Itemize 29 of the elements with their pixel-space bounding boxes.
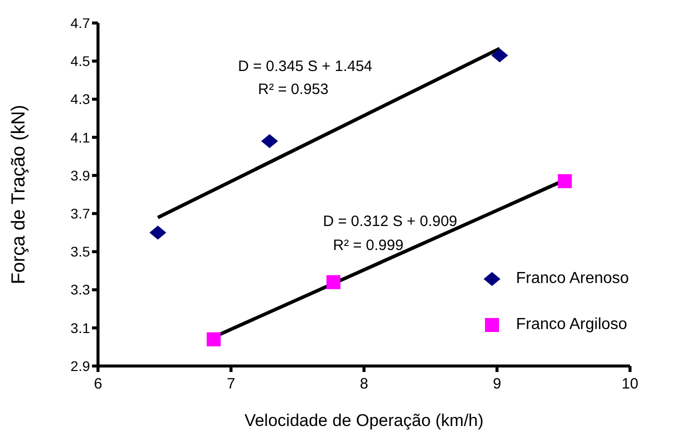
- point: [491, 48, 508, 62]
- y-tick-label: 3.9: [70, 167, 90, 184]
- y-tick-label: 3.3: [70, 282, 90, 298]
- x-tick-label: 9: [492, 376, 502, 393]
- annotation: D = 0.312 S + 0.909: [323, 213, 458, 230]
- y-tick-label: 3.7: [70, 206, 90, 222]
- legend-label: Franco Arenoso: [516, 270, 629, 288]
- point: [206, 332, 221, 346]
- annotation: D = 0.345 S + 1.454: [238, 58, 372, 75]
- legend-label: Franco Argiloso: [516, 316, 628, 334]
- x-axis-title: Velocidade de Operação (km/h): [244, 411, 484, 430]
- y-tick-label: 4.1: [70, 129, 90, 146]
- annotation: R² = 0.999: [333, 237, 404, 254]
- point: [558, 174, 572, 188]
- y-tick-label: 3.1: [70, 320, 90, 336]
- point: [149, 226, 166, 240]
- x-tick-label: 6: [94, 376, 102, 393]
- x-tick-label: 7: [226, 376, 236, 393]
- point: [261, 134, 278, 148]
- y-tick-label: 2.9: [70, 358, 90, 374]
- x-tick-label: 8: [360, 376, 368, 393]
- annotation: R² = 0.953: [258, 81, 328, 98]
- y-tick-label: 4.7: [70, 14, 90, 31]
- y-axis-title: Força de Tração (kN): [8, 104, 30, 284]
- point: [326, 275, 340, 290]
- y-tick-label: 4.3: [70, 91, 90, 108]
- y-tick-label: 3.5: [70, 244, 90, 260]
- x-tick-label: 10: [622, 376, 638, 393]
- y-tick-label: 4.5: [70, 53, 90, 70]
